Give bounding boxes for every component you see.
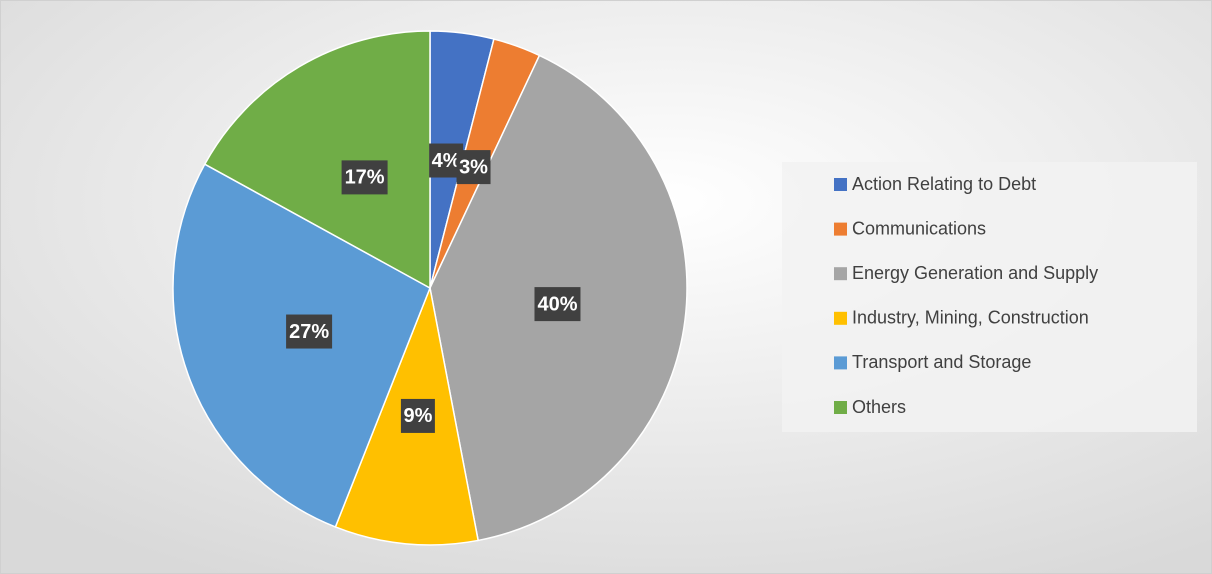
data-label: 9% — [403, 405, 432, 427]
legend-label: Energy Generation and Supply — [852, 263, 1098, 283]
legend-label: Others — [852, 397, 906, 417]
pie-slice — [203, 30, 431, 290]
data-label-box — [534, 287, 581, 322]
legend-swatch — [834, 356, 847, 370]
data-label: 40% — [537, 293, 577, 315]
legend-swatch — [834, 222, 847, 236]
data-label-box — [456, 150, 491, 185]
legend-swatch — [834, 311, 847, 325]
data-label-box — [341, 160, 388, 195]
legend-swatch — [834, 178, 847, 191]
legend-label: Action Relating to Debt — [852, 174, 1036, 194]
data-label: 17% — [345, 167, 385, 189]
data-label-box — [286, 314, 333, 349]
data-label-box — [400, 398, 435, 433]
legend-swatch — [834, 401, 847, 414]
legend-label: Industry, Mining, Construction — [852, 308, 1089, 328]
data-label: 3% — [459, 156, 488, 178]
data-label: 4% — [432, 150, 461, 172]
legend-label: Transport and Storage — [852, 352, 1031, 372]
legend-label: Communications — [852, 218, 986, 238]
legend-box — [782, 162, 1197, 432]
legend-swatch — [834, 267, 847, 281]
data-label: 27% — [289, 321, 329, 343]
